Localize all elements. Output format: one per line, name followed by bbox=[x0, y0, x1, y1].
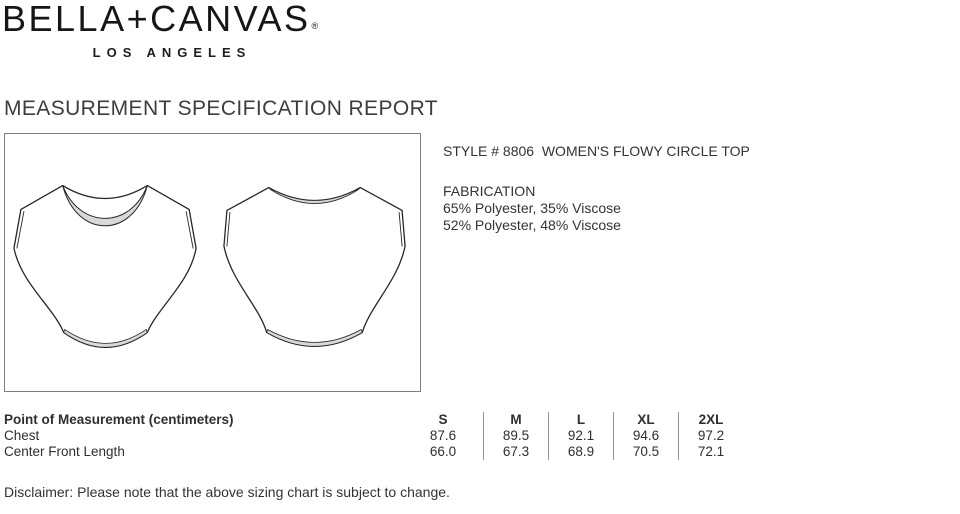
cfl-value-2xl: 72.1 bbox=[678, 444, 743, 460]
fabrication-heading: FABRICATION bbox=[443, 183, 536, 199]
measurement-column-header: Point of Measurement (centimeters) bbox=[4, 412, 234, 427]
cfl-value-l: 68.9 bbox=[548, 444, 613, 460]
style-number-line: STYLE # 8806 WOMEN'S FLOWY CIRCLE TOP bbox=[443, 143, 750, 159]
size-column-header-xl: XL bbox=[613, 412, 678, 428]
brand-city: LOS ANGELES bbox=[92, 45, 252, 60]
chest-value-xl: 94.6 bbox=[613, 428, 678, 444]
brand-logo: BELLA+CANVAS® bbox=[2, 0, 336, 45]
table-row-chest: Chest 87.6 89.5 92.1 94.6 97.2 bbox=[4, 428, 744, 444]
fabrication-line-2: 52% Polyester, 48% Viscose bbox=[443, 217, 621, 233]
chest-value-l: 92.1 bbox=[548, 428, 613, 444]
garment-flat-sketches bbox=[13, 184, 406, 348]
registered-trademark-icon: ® bbox=[311, 21, 319, 31]
chest-value-2xl: 97.2 bbox=[678, 428, 743, 444]
chest-value-s: 87.6 bbox=[429, 428, 457, 443]
table-row-center-front-length: Center Front Length 66.0 67.3 68.9 70.5 … bbox=[4, 444, 744, 460]
garment-front-view-drawing bbox=[13, 184, 197, 348]
size-chart-table: Point of Measurement (centimeters) S M L… bbox=[4, 412, 744, 460]
cfl-value-m: 67.3 bbox=[483, 444, 548, 460]
brand-logo-text: BELLA+CANVAS bbox=[2, 0, 311, 39]
row-label: Chest bbox=[4, 428, 40, 443]
size-column-header-s: S bbox=[438, 412, 448, 427]
cfl-value-xl: 70.5 bbox=[613, 444, 678, 460]
garment-back-view-drawing bbox=[223, 186, 406, 347]
size-column-header-l: L bbox=[548, 412, 613, 428]
brand-header: BELLA+CANVAS® LOS ANGELES bbox=[2, 0, 336, 60]
fabrication-line-1: 65% Polyester, 35% Viscose bbox=[443, 200, 621, 216]
size-column-header-2xl: 2XL bbox=[678, 412, 743, 428]
disclaimer-text: Disclaimer: Please note that the above s… bbox=[4, 484, 450, 500]
size-chart-header-row: Point of Measurement (centimeters) S M L… bbox=[4, 412, 744, 428]
report-title: MEASUREMENT SPECIFICATION REPORT bbox=[4, 97, 439, 120]
size-column-header-m: M bbox=[483, 412, 548, 428]
product-info: STYLE # 8806 WOMEN'S FLOWY CIRCLE TOP FA… bbox=[443, 143, 750, 234]
row-label: Center Front Length bbox=[4, 444, 125, 459]
cfl-value-s: 66.0 bbox=[429, 444, 457, 459]
chest-value-m: 89.5 bbox=[483, 428, 548, 444]
garment-drawing-box bbox=[4, 133, 421, 392]
